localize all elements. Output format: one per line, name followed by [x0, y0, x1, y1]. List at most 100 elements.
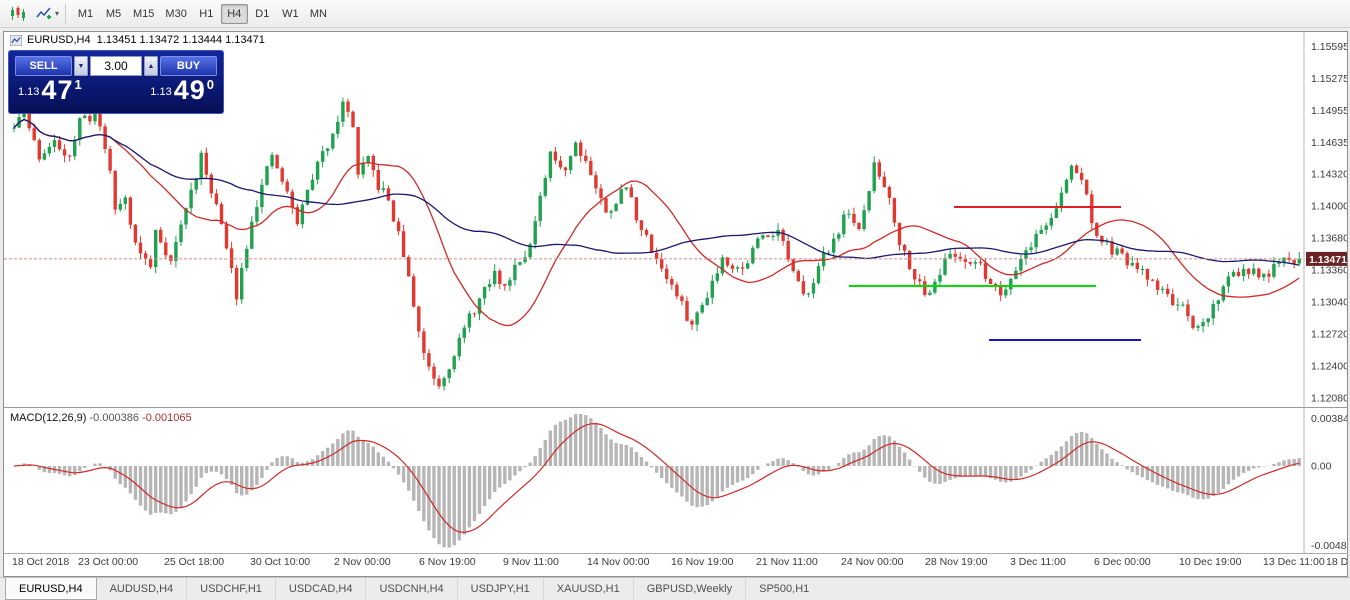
sell-price-prefix: 1.13 [18, 86, 40, 98]
candle-body [219, 204, 224, 225]
candle-body [761, 235, 765, 239]
timeframe-button-m1[interactable]: M1 [72, 4, 99, 24]
timeframe-button-m30[interactable]: M30 [160, 4, 191, 24]
candle-body [1019, 258, 1023, 271]
one-click-trading-panel: SELL ▼ ▲ BUY 1.13 47 1 1.13 49 0 [8, 50, 224, 114]
macd-signal-line [13, 422, 1300, 534]
candle-body [1211, 304, 1215, 319]
candle-body [660, 258, 664, 269]
lot-increase-button[interactable]: ▲ [144, 56, 158, 76]
tab-usdjpy-h1[interactable]: USDJPY,H1 [456, 578, 543, 600]
candle-body [432, 366, 436, 379]
candle-body [1004, 289, 1008, 296]
candle-body [209, 174, 213, 194]
candle-body [1100, 235, 1104, 243]
candle-body [983, 263, 988, 279]
tab-audusd-h4[interactable]: AUDUSD,H4 [109, 583, 174, 595]
candle-body [907, 250, 912, 270]
timeframe-button-m15[interactable]: M15 [128, 4, 159, 24]
candle-body [331, 133, 335, 149]
price-axis-label: 1.12400 [1311, 361, 1347, 373]
candle-body [98, 113, 102, 127]
candle-body [1085, 179, 1089, 195]
candle-body [1145, 269, 1150, 280]
current-price-text: 1.13471 [1309, 254, 1347, 266]
candle-body [462, 327, 466, 338]
candle-body [250, 221, 254, 249]
candle-body [240, 267, 244, 300]
candle-body [801, 281, 806, 294]
tab-xauusd-h1[interactable]: XAUUSD,H1 [542, 578, 633, 600]
chevron-down-icon[interactable]: ▾ [55, 9, 60, 18]
candle-body [391, 200, 396, 222]
candle-body [867, 191, 871, 211]
price-axis-label: 1.12080 [1311, 393, 1347, 405]
candle-body [143, 253, 148, 259]
candle-body [1160, 288, 1165, 290]
candle-body [199, 152, 203, 179]
indicators-icon[interactable] [31, 3, 57, 25]
candle-body [245, 248, 249, 268]
timeframe-button-mn[interactable]: MN [305, 4, 332, 24]
candle-body [1191, 316, 1195, 328]
candle-body [690, 320, 694, 325]
candle-body [169, 255, 173, 261]
tab-usdchf-h1[interactable]: USDCHF,H1 [186, 578, 275, 600]
price-axis-label: 1.14320 [1311, 169, 1347, 181]
candle-body [290, 191, 294, 207]
timeframe-button-d1[interactable]: D1 [249, 4, 276, 24]
candle-body [1277, 261, 1281, 264]
symbol-header: EURUSD,H4 1.13451 1.13472 1.13444 1.1347… [10, 34, 265, 46]
candle-body [1221, 286, 1225, 301]
candle-body [558, 160, 563, 168]
candle-body [543, 178, 547, 196]
timeframe-button-m5[interactable]: M5 [100, 4, 127, 24]
candle-body [275, 154, 279, 169]
tab-eurusd-h4[interactable]: EURUSD,H4 [5, 578, 97, 600]
candle-body [1029, 247, 1033, 251]
candle-body [746, 263, 750, 269]
candle-body [154, 229, 158, 267]
chart-canvas[interactable]: 1.15595 1.15275 1.14955 1.14635 1.14320 1.140… [4, 32, 1347, 576]
candle-body [751, 247, 755, 264]
candle-body [1236, 271, 1241, 276]
candle-body [88, 115, 92, 122]
lot-decrease-button[interactable]: ▼ [74, 56, 88, 76]
candle-body [1257, 268, 1261, 278]
sell-button[interactable]: SELL [15, 56, 72, 76]
timeframe-button-h4[interactable]: H4 [220, 3, 248, 24]
candle-body [280, 168, 284, 182]
tab-gbpusd-weekly[interactable]: GBPUSD,Weekly [632, 578, 745, 600]
tab-usdcnh-h4[interactable]: USDCNH,H4 [365, 578, 456, 600]
candle-body [427, 353, 431, 367]
buy-button[interactable]: BUY [160, 56, 217, 76]
candle-body [407, 257, 411, 277]
time-axis-label: 6 Nov 19:00 [419, 556, 476, 568]
candle-body [943, 258, 947, 275]
candle-body [594, 175, 598, 189]
candle-body [599, 188, 603, 199]
sell-price[interactable]: 1.13 47 1 [18, 77, 82, 104]
time-axis-label: 21 Nov 11:00 [756, 556, 818, 568]
candle-body [1297, 258, 1301, 264]
candle-body [710, 280, 714, 298]
candle-body [654, 252, 659, 259]
candle-body [472, 313, 477, 315]
lot-size-input[interactable] [90, 56, 142, 76]
candle-body [452, 356, 456, 370]
candle-body [649, 234, 654, 253]
candle-body [1186, 304, 1190, 317]
chart-type-icon[interactable] [5, 3, 31, 25]
candle-body [174, 242, 178, 261]
buy-price[interactable]: 1.13 49 0 [150, 77, 214, 104]
timeframe-button-h1[interactable]: H1 [193, 4, 220, 24]
candle-body [791, 259, 795, 271]
candle-body [184, 208, 188, 225]
candle-body [1241, 268, 1246, 276]
tab-usdcad-h4[interactable]: USDCAD,H4 [274, 578, 366, 600]
tab-sp500-h1[interactable]: SP500,H1 [745, 578, 822, 600]
chart-icon [10, 34, 22, 46]
candle-body [118, 203, 122, 210]
timeframe-button-w1[interactable]: W1 [277, 4, 304, 24]
candle-body [62, 149, 67, 156]
